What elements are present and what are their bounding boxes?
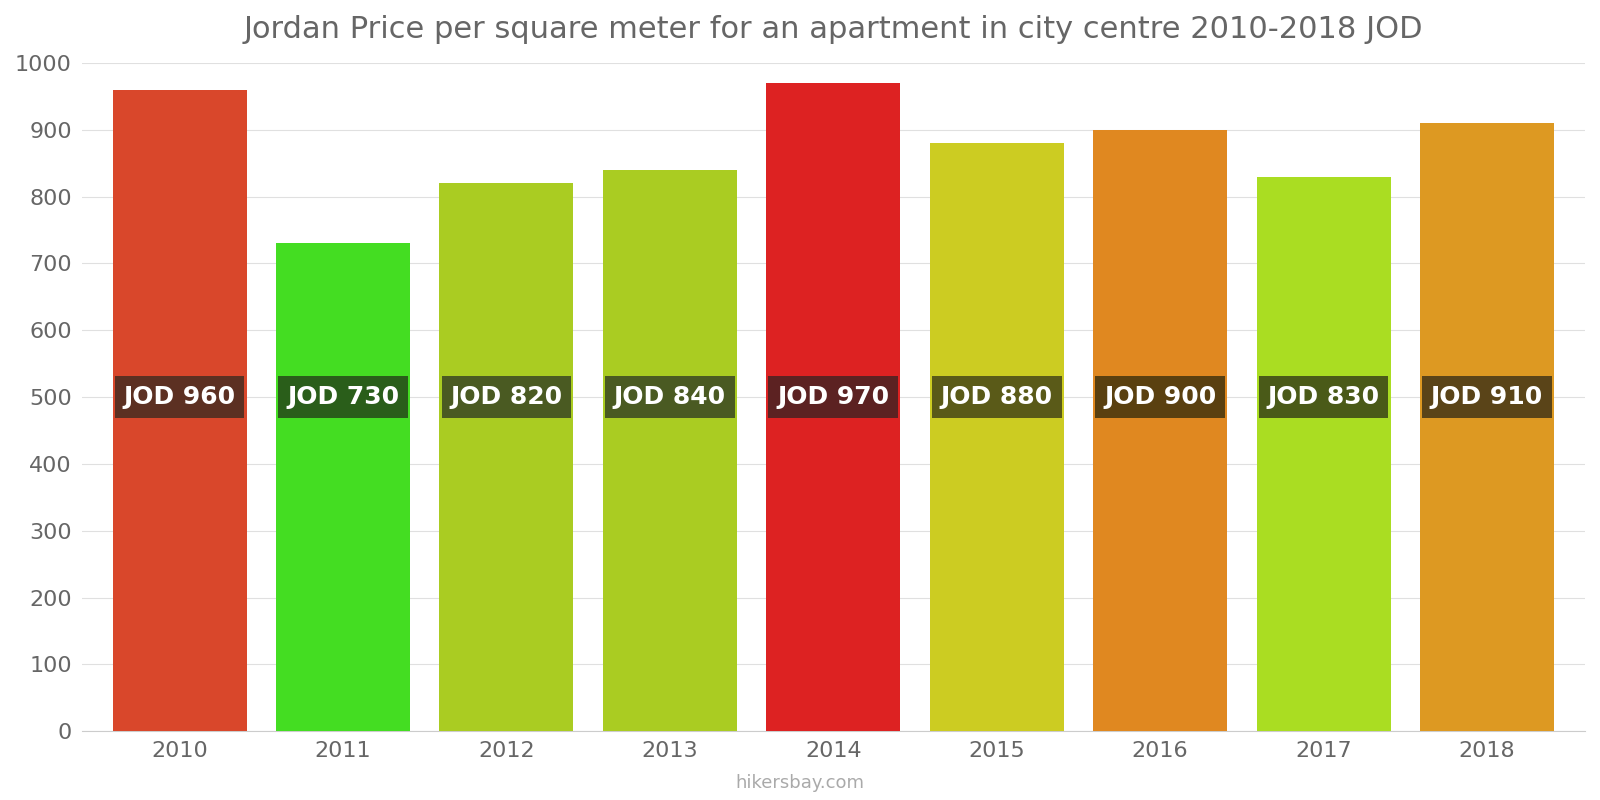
Bar xyxy=(766,83,901,731)
Text: JOD 910: JOD 910 xyxy=(1430,385,1542,409)
Bar xyxy=(1256,177,1390,731)
Text: JOD 730: JOD 730 xyxy=(286,385,398,409)
Bar xyxy=(277,243,410,731)
Text: JOD 880: JOD 880 xyxy=(941,385,1053,409)
Text: JOD 960: JOD 960 xyxy=(123,385,235,409)
Title: Jordan Price per square meter for an apartment in city centre 2010-2018 JOD: Jordan Price per square meter for an apa… xyxy=(243,15,1422,44)
Text: hikersbay.com: hikersbay.com xyxy=(736,774,864,792)
Text: JOD 840: JOD 840 xyxy=(614,385,726,409)
Text: JOD 820: JOD 820 xyxy=(451,385,563,409)
Bar xyxy=(930,143,1064,731)
Text: JOD 900: JOD 900 xyxy=(1104,385,1216,409)
Bar xyxy=(1419,123,1554,731)
Bar xyxy=(603,170,738,731)
Bar xyxy=(1093,130,1227,731)
Text: JOD 830: JOD 830 xyxy=(1267,385,1379,409)
Bar xyxy=(112,90,246,731)
Text: JOD 970: JOD 970 xyxy=(778,385,890,409)
Bar xyxy=(440,183,573,731)
